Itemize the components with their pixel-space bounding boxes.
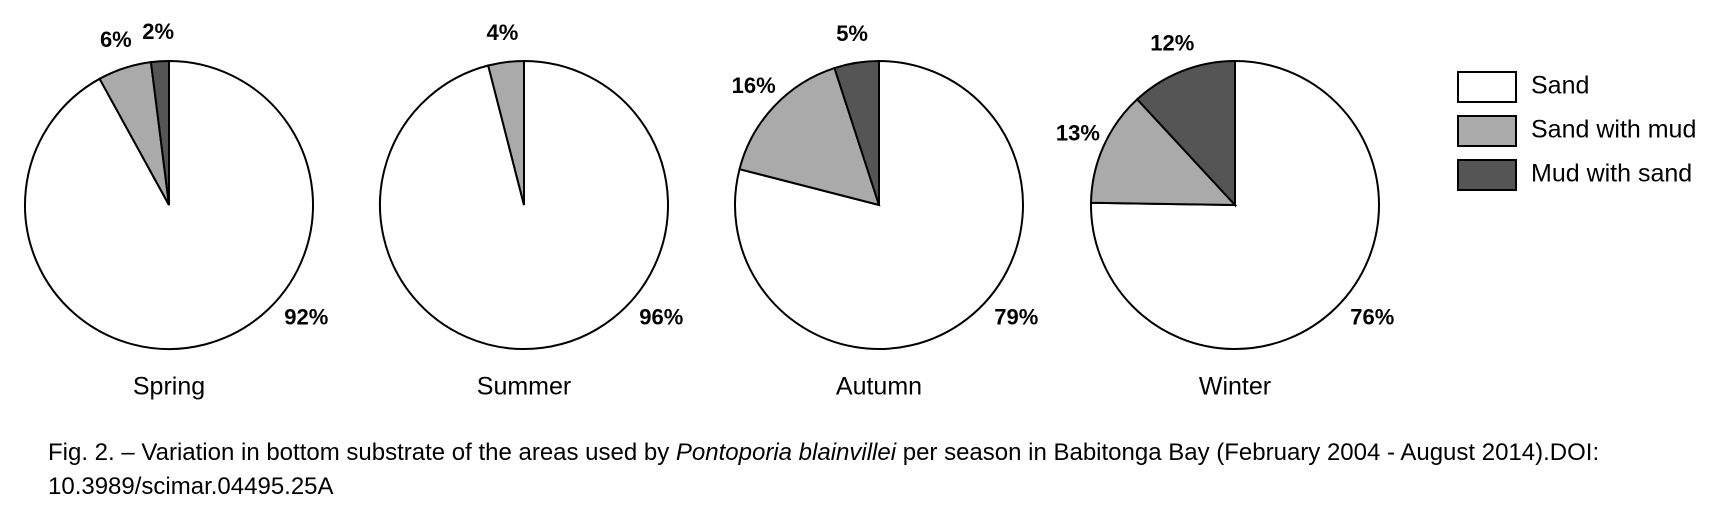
pie-name: Autumn xyxy=(836,373,922,401)
value-label: 5% xyxy=(836,21,868,46)
value-label: 92% xyxy=(284,305,328,330)
caption-species: Pontoporia blainvillei xyxy=(675,439,897,466)
value-label: 16% xyxy=(732,73,776,98)
pie-slice xyxy=(833,59,880,206)
caption-text: per season in Babitonga Bay (February 20… xyxy=(48,439,1600,500)
value-label: 12% xyxy=(1150,31,1194,56)
pie-slice xyxy=(1090,97,1238,207)
caption-text: Fig. 2. – Variation in bottom substrate … xyxy=(48,439,676,466)
pie-slice xyxy=(486,59,525,206)
legend-label: Sand xyxy=(1531,72,1589,100)
value-label: 76% xyxy=(1350,305,1394,330)
legend-swatch xyxy=(1457,115,1517,147)
legend-swatch xyxy=(1457,71,1517,103)
legend-swatch xyxy=(1457,159,1517,191)
value-label: 4% xyxy=(487,20,519,45)
pie-name: Winter xyxy=(1199,373,1271,401)
value-label: 13% xyxy=(1056,121,1100,146)
pie-slice xyxy=(149,59,170,206)
value-label: 6% xyxy=(100,27,132,52)
pie-slice xyxy=(738,66,881,207)
pie-name: Spring xyxy=(133,373,205,401)
pie-slice xyxy=(1135,59,1236,208)
caption: Fig. 2. – Variation in bottom substrate … xyxy=(48,436,1708,504)
chart: 92% 6% 2% Spring 96% 4% Summer 79% 16% 5% Autumn 76… xyxy=(24,19,1696,401)
legend-label: Sand with mud xyxy=(1531,116,1696,144)
value-label: 79% xyxy=(994,305,1038,330)
value-label: 96% xyxy=(639,305,683,330)
value-label: 2% xyxy=(142,19,174,44)
pie-name: Summer xyxy=(477,373,571,401)
legend-label: Mud with sand xyxy=(1531,160,1692,188)
